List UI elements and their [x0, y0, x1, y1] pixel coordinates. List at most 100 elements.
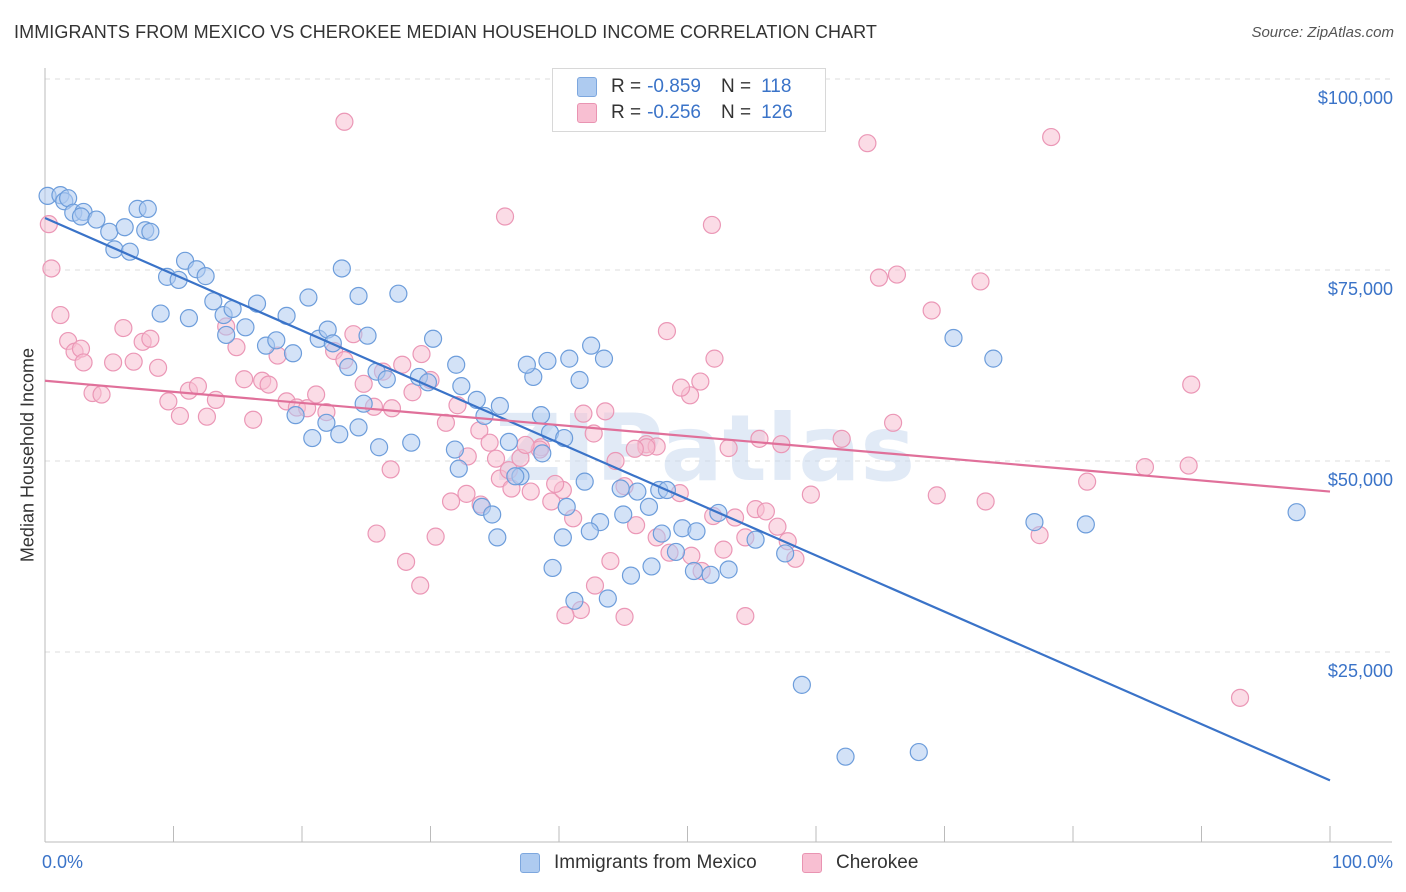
mexico-point-104 — [776, 544, 795, 563]
trend-lines — [44, 217, 1331, 782]
mexico-point-82 — [303, 428, 322, 448]
cherokee-point-91 — [971, 272, 990, 291]
cherokee-point-123 — [426, 527, 445, 546]
mexico-point-26 — [217, 325, 236, 345]
mexico-point-28 — [247, 294, 267, 313]
mexico-point-71 — [628, 482, 647, 501]
mexico-point-72 — [639, 497, 659, 516]
mexico-point-62 — [582, 336, 601, 355]
cherokee-point-94 — [858, 134, 877, 153]
chart-title: IMMIGRANTS FROM MEXICO VS CHEROKEE MEDIA… — [14, 22, 878, 42]
mexico-point-111 — [1076, 515, 1095, 534]
mexico-point-85 — [483, 505, 502, 524]
y-tick-label-2: $75,000 — [1328, 279, 1393, 299]
mexico-point-81 — [317, 413, 336, 432]
cherokee-point-88 — [1078, 472, 1097, 491]
mexico-point-110 — [1025, 513, 1044, 532]
legend-item-cherokee[interactable]: Cherokee — [802, 852, 918, 874]
mexico-point-91 — [553, 528, 572, 547]
mexico-point-106 — [836, 747, 855, 766]
cherokee-point-112 — [585, 576, 605, 595]
y-tick-labels: $25,000 $50,000 $75,000 $100,000 — [1318, 88, 1393, 681]
cherokee-point-93 — [883, 413, 903, 432]
mexico-point-38 — [332, 259, 351, 278]
cherokee-point-79 — [702, 215, 722, 235]
cherokee-point-19 — [197, 407, 217, 426]
mexico-points — [38, 186, 1306, 766]
y-axis-title: Median Household Income — [17, 347, 38, 563]
legend-n-label: N = — [720, 102, 752, 123]
mexico-point-96 — [642, 557, 661, 576]
cherokee-point-57 — [574, 404, 593, 423]
cherokee-point-84 — [1182, 375, 1201, 394]
mexico-point-80 — [330, 425, 349, 444]
mexico-point-58 — [560, 349, 579, 368]
mexico-point-88 — [488, 528, 507, 547]
cherokee-point-11 — [124, 352, 143, 371]
cherokee-point-14 — [148, 358, 168, 377]
mexico-point-60 — [517, 355, 536, 374]
mexico-point-12 — [138, 199, 157, 218]
legend-r-value: -0.256 — [647, 102, 701, 123]
cherokee-point-77 — [335, 112, 354, 131]
mexico-point-66 — [557, 497, 576, 516]
mexico-point-87 — [449, 459, 468, 478]
legend-swatch-mexico — [577, 77, 597, 97]
mexico-point-39 — [349, 286, 368, 306]
x-tick-label-max: 100.0% — [1331, 852, 1393, 872]
y-tick-label-0: $25,000 — [1328, 661, 1393, 681]
mexico-point-78 — [370, 438, 389, 457]
mexico-point-90 — [543, 558, 562, 578]
y-tick-label-3: $100,000 — [1318, 88, 1393, 108]
mexico-point-86 — [445, 440, 465, 459]
legend-item-mexico[interactable]: Immigrants from Mexico — [520, 852, 757, 874]
mexico-point-43 — [389, 284, 408, 303]
mexico-point-92 — [565, 591, 584, 610]
cherokee-point-75 — [768, 517, 787, 536]
stats-legend: R = -0.859 N = 118 R = -0.256 N = 126 — [552, 68, 826, 132]
cherokee-point-62 — [626, 516, 646, 535]
cherokee-trend-line — [44, 379, 1331, 493]
cherokee-point-23 — [235, 370, 254, 389]
cherokee-point-85 — [1230, 688, 1250, 707]
cherokee-point-96 — [801, 485, 820, 504]
mexico-point-9 — [115, 218, 134, 237]
cherokee-point-126 — [381, 460, 400, 479]
mexico-point-65 — [533, 444, 552, 463]
mexico-trend-line — [44, 217, 1331, 782]
mexico-point-98 — [666, 542, 686, 562]
cherokee-point-115 — [546, 474, 565, 494]
cherokee-point-124 — [411, 576, 430, 595]
mexico-point-21 — [151, 304, 170, 323]
cherokee-point-127 — [367, 524, 386, 543]
mexico-point-105 — [792, 675, 811, 694]
cherokee-point-22 — [227, 338, 246, 357]
cherokee-point-48 — [480, 433, 499, 452]
cherokee-point-106 — [657, 322, 677, 341]
mexico-point-8 — [100, 222, 119, 241]
mexico-point-49 — [452, 377, 471, 396]
mexico-point-112 — [1287, 503, 1306, 522]
legend-label-cherokee: Cherokee — [836, 852, 919, 873]
cherokee-point-82 — [922, 301, 941, 320]
cherokee-point-99 — [750, 429, 769, 448]
mexico-point-89 — [506, 467, 525, 486]
legend-row-cherokee: R = -0.256 N = 126 — [577, 101, 793, 125]
cherokee-point-16 — [170, 406, 190, 426]
mexico-point-15 — [141, 222, 160, 241]
mexico-point-46 — [423, 329, 443, 348]
cherokee-point-36 — [354, 374, 373, 393]
mexico-point-70 — [614, 505, 633, 524]
cherokee-point-103 — [691, 372, 710, 391]
cherokee-point-0 — [39, 215, 58, 234]
cherokee-point-18 — [188, 377, 208, 396]
mexico-point-97 — [652, 524, 671, 543]
source-label: Source: ZipAtlas.com — [1251, 24, 1394, 41]
cherokee-point-31 — [307, 385, 326, 404]
cherokee-point-13 — [141, 329, 160, 348]
cherokee-point-70 — [714, 540, 733, 559]
mexico-point-77 — [402, 433, 421, 452]
cherokee-point-74 — [756, 502, 775, 521]
cherokee-point-81 — [887, 265, 907, 284]
